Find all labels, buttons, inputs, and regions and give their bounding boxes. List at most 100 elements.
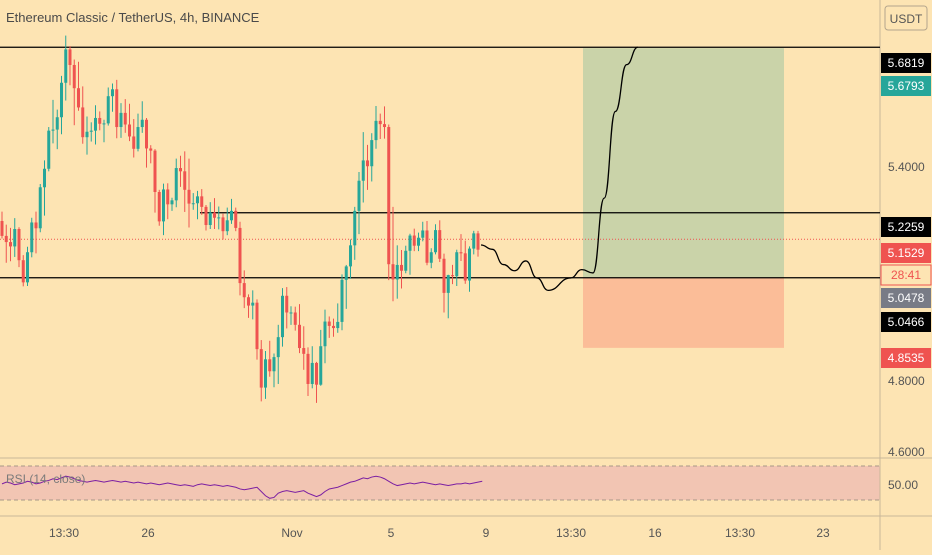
price-axis[interactable]: 5.4000 4.8000 4.6000 50.00 [888,160,925,492]
candle-body [463,253,467,281]
candle-body [98,117,102,124]
candle-body [221,217,225,232]
candle-body [340,279,344,322]
candle-body [102,123,106,125]
candle-body [366,160,369,167]
candle-body [64,49,68,83]
candle-body [425,230,429,263]
candle-body [251,302,255,306]
rsi-pane: RSI (14, close) [0,465,880,501]
candle-body [327,321,331,326]
price-label-entry-box [881,288,931,308]
candle-body [0,221,4,236]
candle-body [293,312,297,325]
candle-body [157,191,161,222]
candle-body [400,264,403,271]
candle-body [191,203,195,205]
x-tick-label: 9 [483,526,490,540]
candle-body [13,229,17,247]
y-tick-label: 5.4000 [888,160,925,174]
candle-body [170,200,174,205]
candle-body [72,64,76,89]
candle-body [272,357,276,372]
candle-body [391,264,395,280]
candle-body [43,168,46,188]
projected-path[interactable] [480,46,639,291]
candle-body [179,168,182,172]
candle-body [268,359,272,372]
rsi-label: RSI (14, close) [6,472,85,486]
candle-body [289,312,293,314]
candle-body [434,230,437,253]
candle-body [468,248,471,281]
candle-body [81,107,85,138]
candle-body [225,220,229,232]
candle-body [51,129,55,131]
candle-body [234,210,238,228]
x-tick-label: Nov [281,526,302,540]
candle-body [412,235,416,246]
candle-body [242,283,246,298]
candle-body [455,252,459,277]
price-label-level-mid-box [881,217,931,237]
candle-body [217,217,221,219]
target-zone[interactable] [583,48,784,278]
currency-label: USDT [890,12,923,26]
price-labels[interactable]: 5.6819 5.6793 5.2259 5.1529 28:41 5.0478 5.046… [880,53,932,368]
price-label-level-low-box [881,312,931,332]
candle-body [136,127,140,149]
candle-body [183,171,187,190]
candle-body [378,120,382,125]
x-tick-label: 26 [141,526,155,540]
price-label-level-top: 5.6819 [888,56,925,70]
rsi-tick-label: 50.00 [888,478,918,492]
candle-body [200,196,204,207]
x-tick-label: 13:30 [49,526,79,540]
candle-body [230,210,233,221]
price-label-stop: 4.8535 [888,351,925,365]
candle-body [204,206,208,226]
x-tick-label: 16 [648,526,662,540]
candle-body [17,229,21,261]
price-label-countdown-box [880,264,932,286]
candle-body [315,362,318,385]
candle-body [174,168,178,201]
candle-body [60,82,63,118]
candle-body [166,189,170,205]
rsi-band [0,466,880,500]
currency-button[interactable]: USDT [884,5,928,31]
candle-body [77,88,80,108]
candle-body [140,119,144,128]
candle-body [374,120,378,141]
price-label-entry: 5.0478 [888,291,925,305]
candle-body [153,150,157,192]
candle-body [459,252,463,254]
candle-body [247,297,250,306]
time-axis[interactable]: 13:30 26 Nov 5 9 13:30 16 13:30 23 [49,526,830,540]
candle-body [34,222,38,229]
candle-body [208,212,212,226]
candles [0,35,480,403]
price-label-last-price: 5.1529 [888,246,925,260]
candle-body [123,112,127,125]
price-label-stop-box [881,348,931,368]
x-tick-label: 23 [816,526,830,540]
candle-body [306,353,310,384]
candle-body [370,140,374,167]
candle-body [89,130,93,132]
candle-body [446,275,450,293]
candle-body [4,235,8,243]
candle-body [238,227,242,284]
candle-body [357,180,361,211]
candle-body [476,233,480,250]
candle-body [149,148,153,151]
currency-button-frame [884,5,928,31]
candle-body [451,275,454,277]
candle-body [323,321,327,347]
stop-zone[interactable] [583,277,784,348]
candle-body [264,359,267,388]
candle-body [383,124,386,128]
candle-body [85,131,89,138]
candle-body [145,119,148,149]
